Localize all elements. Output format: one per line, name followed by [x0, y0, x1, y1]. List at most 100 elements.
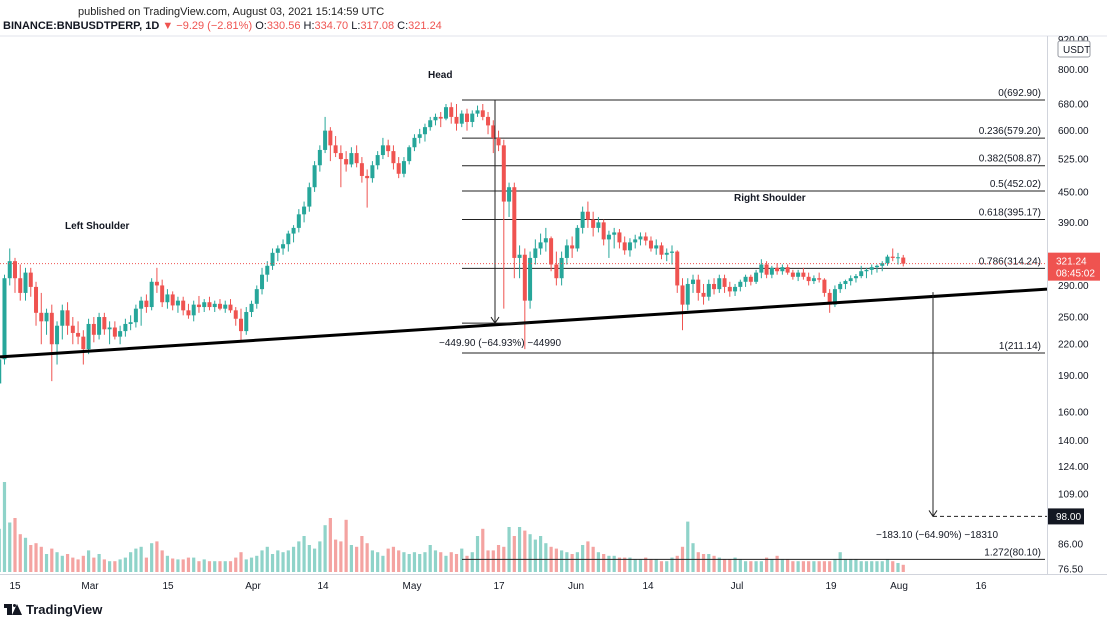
volume-bar: [218, 561, 222, 572]
volume-bar: [707, 554, 711, 572]
candle-body: [349, 153, 354, 165]
candle-body: [864, 269, 869, 272]
symbol-name[interactable]: BINANCE:BNBUSDTPERP, 1D: [3, 20, 160, 32]
candle-body: [570, 245, 575, 249]
volume-bar: [176, 559, 180, 572]
close-value: 321.24: [408, 20, 442, 32]
candlesticks: [0, 102, 906, 384]
volume-bar: [665, 561, 669, 572]
candle-body: [664, 252, 669, 255]
volume-bar: [349, 545, 353, 572]
candle-body: [307, 187, 312, 207]
volume-bar: [71, 557, 75, 572]
tradingview-logo: TradingView: [4, 602, 102, 617]
candle-body: [0, 359, 2, 384]
volume-bar: [8, 522, 12, 572]
volume-bar: [649, 559, 653, 572]
volume-bar: [144, 557, 148, 572]
volume-bar: [113, 561, 117, 572]
volume-bar: [81, 555, 85, 572]
candle-body: [97, 317, 102, 335]
volume-bar: [181, 559, 185, 572]
volume-bar: [13, 518, 17, 572]
candle-body: [302, 206, 307, 215]
volume-bar: [418, 554, 422, 572]
volume-bar: [439, 552, 443, 572]
candle-body: [354, 153, 359, 164]
candle-body: [491, 125, 496, 138]
volume-bar: [575, 552, 579, 572]
volume-bar: [701, 554, 706, 572]
price-tick-label: 525.00: [1058, 155, 1089, 166]
volume-bar: [743, 561, 748, 572]
volume-bar: [281, 552, 285, 572]
candle-body: [391, 151, 396, 164]
candle-body: [685, 283, 690, 305]
volume-bar: [65, 554, 70, 572]
candle-body: [91, 323, 96, 335]
volume-bar: [449, 552, 453, 572]
time-tick-label: 14: [642, 581, 654, 592]
candle-body: [743, 276, 748, 282]
candle-body: [365, 175, 370, 179]
volume-bar: [386, 548, 390, 572]
volume-bar: [786, 559, 790, 572]
volume-bar: [302, 536, 306, 572]
candle-body: [422, 127, 427, 135]
annotations: Head Left Shoulder Right Shoulder −449.90 (…: [65, 70, 998, 541]
volume-bar: [628, 557, 632, 572]
candle-body: [2, 278, 7, 360]
candle-body: [265, 265, 270, 275]
fib-level-label: 0.786(314.24): [979, 256, 1041, 267]
pattern-drawings[interactable]: [0, 100, 1048, 518]
candle-body: [780, 267, 785, 272]
time-tick-label: Jun: [568, 581, 584, 592]
candle-body: [801, 272, 806, 277]
volume-bar: [754, 561, 758, 572]
candle-body: [128, 322, 133, 324]
candle-body: [896, 257, 900, 259]
candle-body: [832, 289, 837, 305]
candle-body: [39, 312, 44, 322]
candle-body: [706, 283, 711, 297]
candle-body: [549, 238, 554, 265]
volume-bar: [407, 554, 411, 572]
candle-body: [70, 325, 75, 333]
volume-bar: [901, 564, 905, 572]
volume-bar: [307, 545, 311, 572]
fib-retracement[interactable]: 0(692.90) 0.236(579.20) 0.382(508.87) 0.5(4…: [462, 88, 1045, 560]
volume-bar: [291, 546, 296, 572]
volume-bar: [365, 543, 369, 572]
candle-body: [328, 130, 333, 146]
volume-bar: [738, 559, 742, 572]
volume-bar: [570, 554, 574, 572]
volume-bar: [796, 561, 800, 572]
volume-bar: [481, 528, 485, 572]
candle-body: [112, 327, 117, 337]
volume-bar: [528, 534, 532, 572]
tradingview-logo-icon: [4, 604, 22, 615]
candle-body: [785, 267, 790, 273]
volume-bar: [260, 550, 264, 572]
candle-body: [543, 238, 548, 243]
price-tick-label: 109.00: [1058, 489, 1089, 500]
volume-bar: [612, 555, 616, 572]
volume-bar: [270, 554, 275, 572]
candle-body: [853, 276, 858, 279]
volume-bar: [517, 527, 522, 572]
candle-body: [380, 145, 385, 156]
volume-bar: [255, 555, 259, 572]
head-measure-text: −449.90 (−64.93%) −44990: [439, 338, 561, 349]
volume-bar: [118, 559, 122, 572]
unit-box: [1057, 40, 1091, 58]
volume-bar: [454, 554, 459, 572]
candle-body: [438, 116, 443, 119]
candle-body: [60, 310, 65, 326]
price-tick-label: 190.00: [1058, 371, 1089, 382]
candle-body: [23, 272, 28, 293]
candle-body: [370, 165, 375, 179]
volume-bar: [843, 559, 848, 572]
candle-body: [207, 302, 212, 308]
right-shoulder-label: Right Shoulder: [734, 193, 806, 204]
